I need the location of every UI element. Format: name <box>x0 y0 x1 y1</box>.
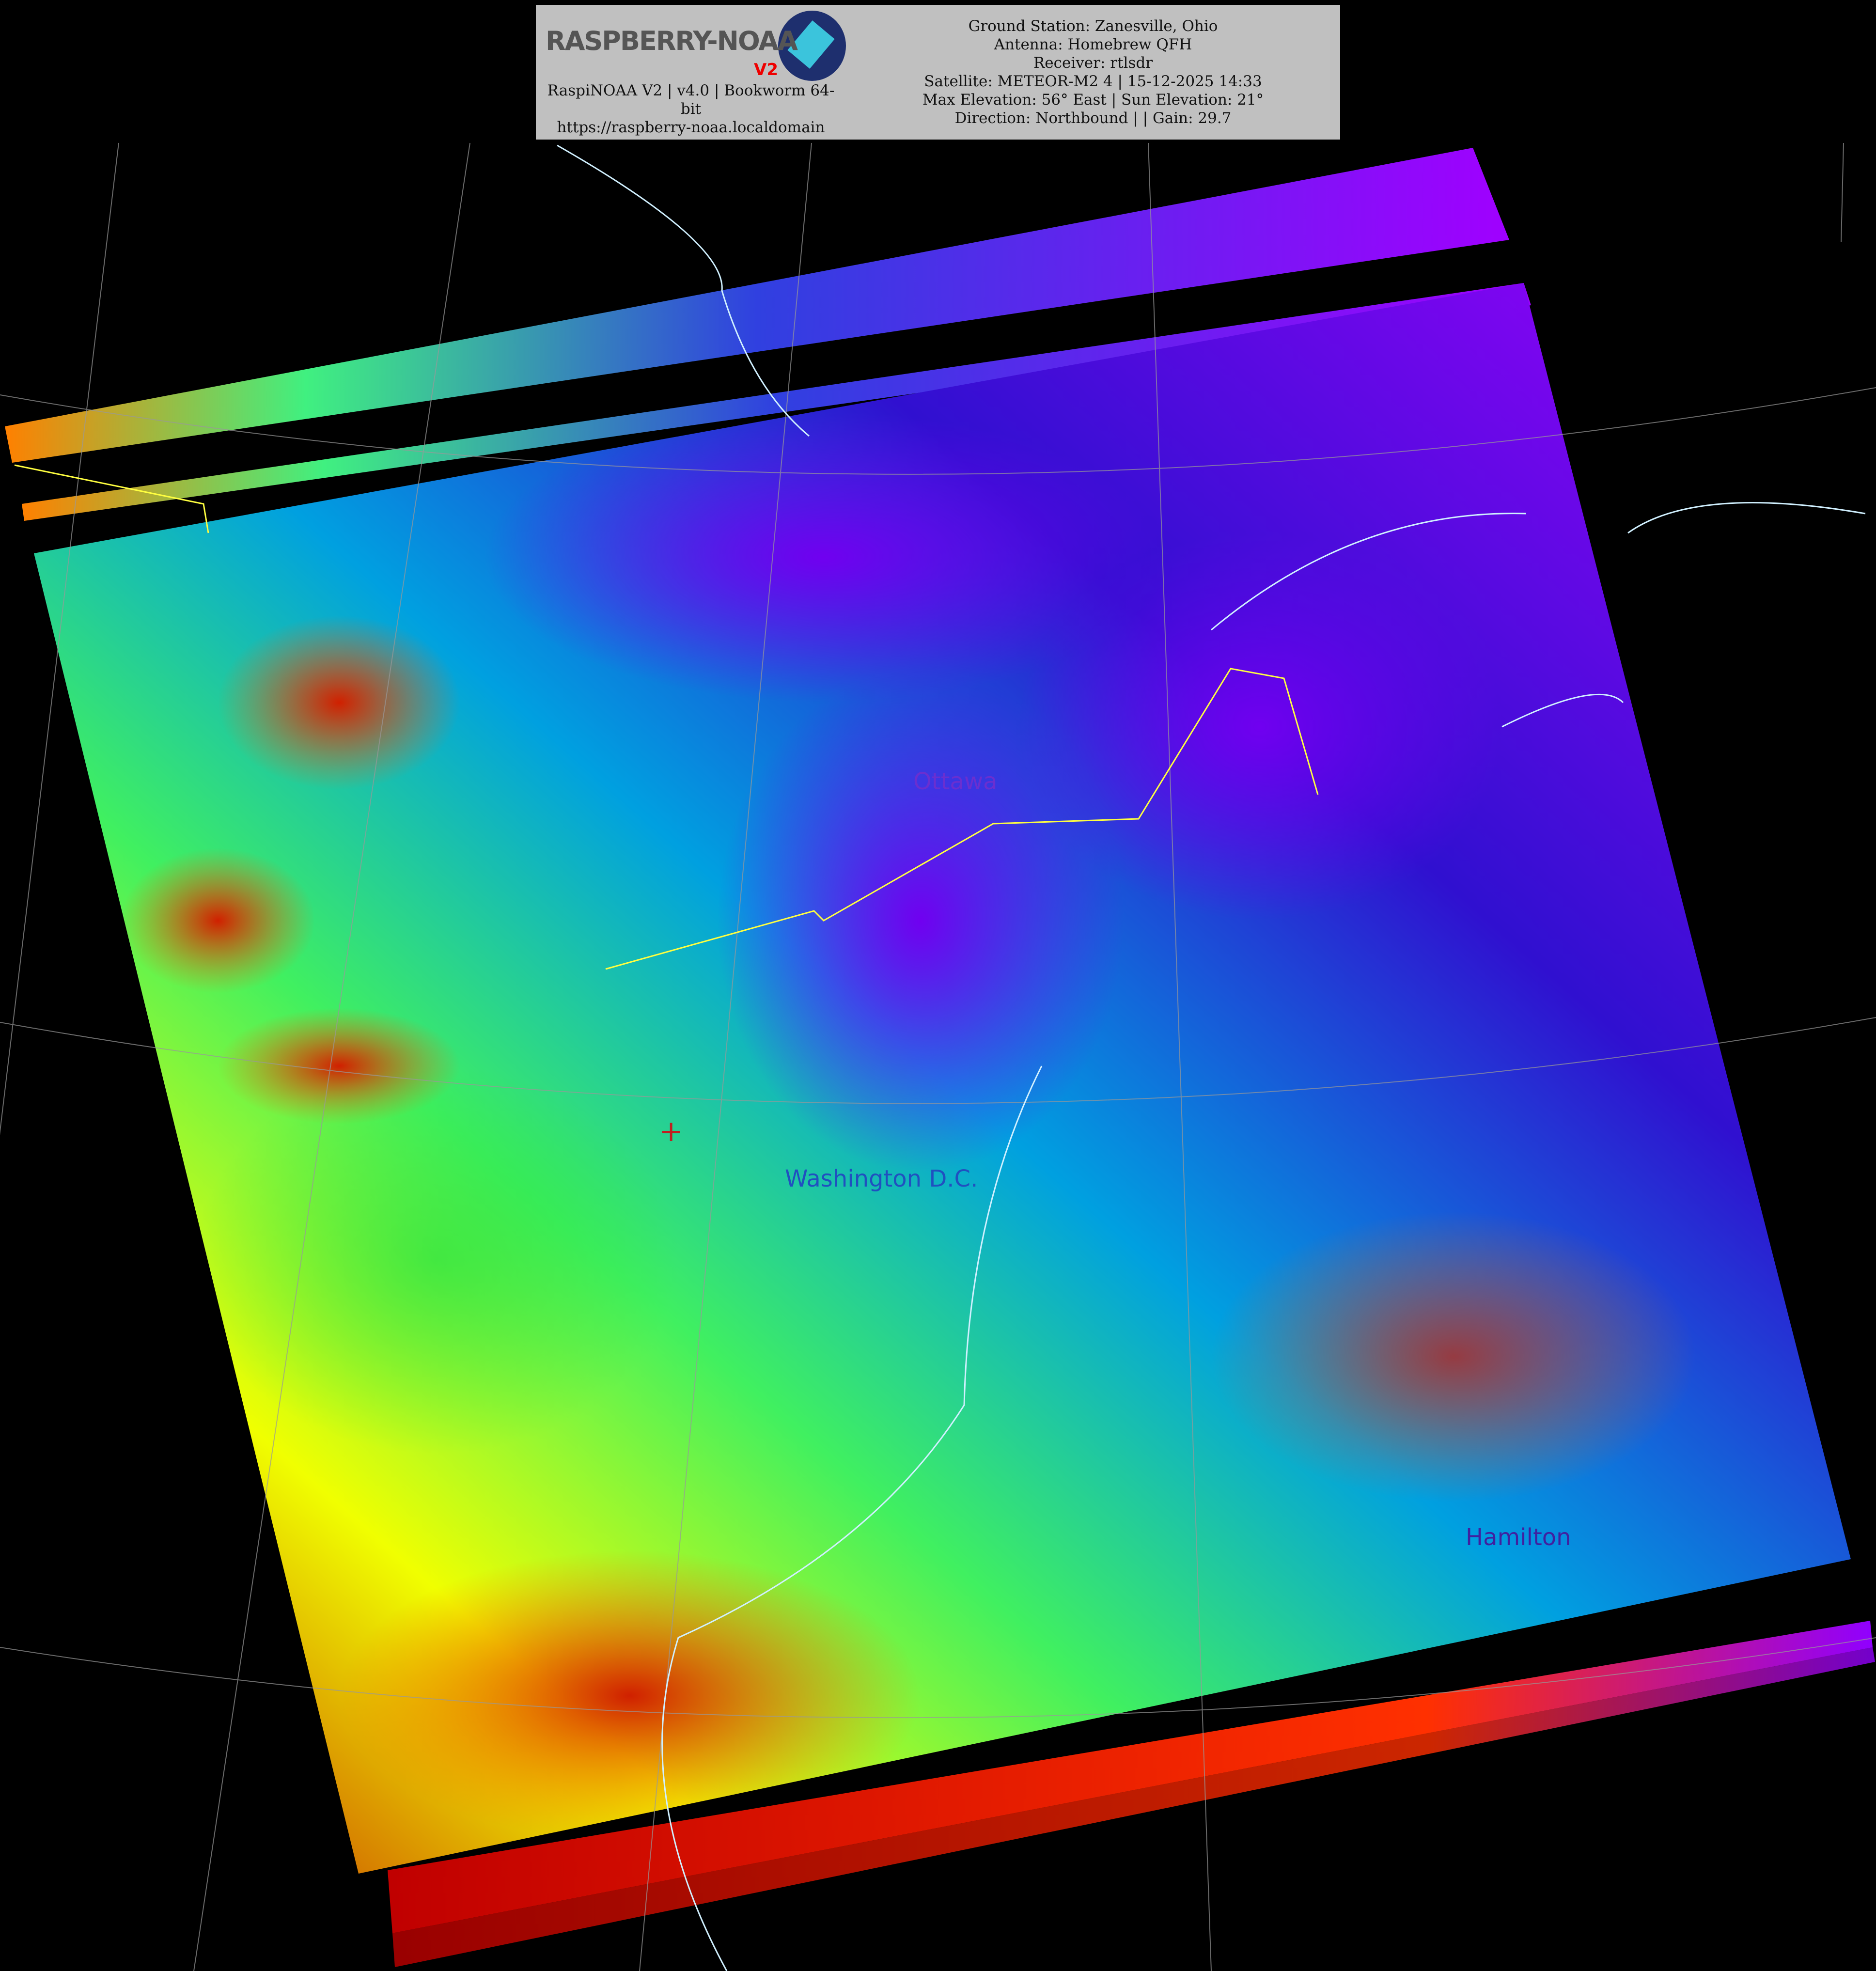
image-strip <box>392 1647 1875 1967</box>
pass-info-header: RASPBERRY-NOAA V2 RaspiNOAA V2 | v4.0 | … <box>536 5 1340 140</box>
logo-suffix: V2 <box>754 60 778 79</box>
elevation-info: Max Elevation: 56° East | Sun Elevation:… <box>922 91 1264 109</box>
graticule <box>0 142 1876 1971</box>
receiver: Receiver: rtlsdr <box>1033 54 1153 72</box>
city-label-hamilton: Hamilton <box>1466 1524 1571 1551</box>
ground-station-marker-icon: + <box>659 1114 684 1148</box>
satellite-icon <box>778 11 846 81</box>
station-url: https://raspberry-noaa.localdomain <box>557 119 825 136</box>
logo-text: RASPBERRY-NOAA <box>546 26 798 56</box>
image-strip <box>5 148 1509 463</box>
antenna: Antenna: Homebrew QFH <box>994 36 1192 53</box>
coastlines <box>557 144 1866 1971</box>
software-version: RaspiNOAA V2 | v4.0 | Bookworm 64-bit <box>547 82 835 118</box>
ground-station: Ground Station: Zanesville, Ohio <box>968 17 1218 35</box>
raspberry-noaa-logo: RASPBERRY-NOAA V2 <box>541 9 846 81</box>
satellite-datetime: Satellite: METEOR-M2 4 | 15-12-2025 14:3… <box>924 73 1262 90</box>
city-label-ottawa: Ottawa <box>913 768 998 795</box>
border-line <box>14 464 1319 970</box>
city-label-washington: Washington D.C. <box>785 1165 978 1192</box>
direction-gain: Direction: Northbound | | Gain: 29.7 <box>954 110 1232 127</box>
image-strip <box>388 1621 1873 1933</box>
